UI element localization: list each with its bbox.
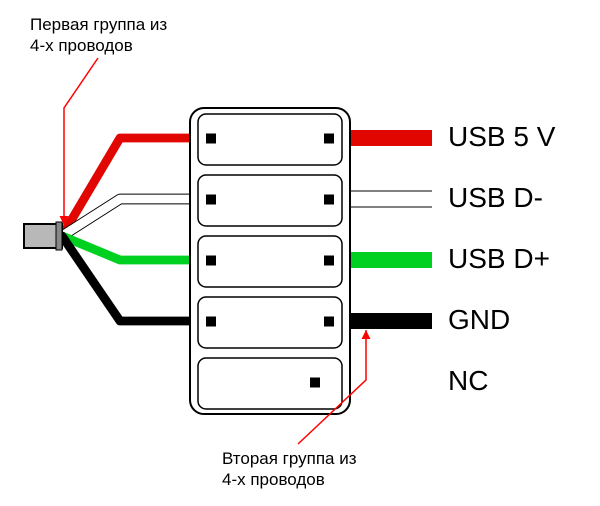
caption-bottom: Вторая группа из 4-х проводов — [222, 448, 357, 491]
caption-bottom-l2: 4-х проводов — [222, 470, 325, 489]
pin-label-usb-d-: USB D- — [448, 182, 543, 214]
caption-top-l2: 4-х проводов — [30, 36, 133, 55]
pin-label-gnd: GND — [448, 304, 510, 336]
pin-label-usb-5-v: USB 5 V — [448, 121, 555, 153]
caption-bottom-l1: Вторая группа из — [222, 449, 357, 468]
caption-top: Первая группа из 4-х проводов — [30, 14, 167, 57]
pin-label-usb-d-: USB D+ — [448, 243, 550, 275]
pin-label-nc: NC — [448, 365, 488, 397]
caption-top-l1: Первая группа из — [30, 15, 167, 34]
